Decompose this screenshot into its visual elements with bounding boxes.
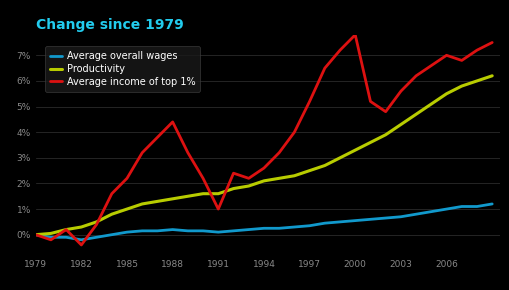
Average overall wages	[245, 228, 251, 231]
Average overall wages	[473, 205, 479, 208]
Average income of top 1%	[443, 54, 449, 57]
Productivity	[63, 228, 69, 231]
Productivity	[154, 200, 160, 203]
Average income of top 1%	[169, 120, 176, 124]
Average income of top 1%	[93, 223, 99, 226]
Average income of top 1%	[215, 207, 221, 211]
Average income of top 1%	[139, 151, 145, 155]
Average income of top 1%	[382, 110, 388, 113]
Average overall wages	[397, 215, 403, 218]
Productivity	[306, 169, 312, 172]
Average income of top 1%	[306, 100, 312, 103]
Average income of top 1%	[412, 74, 418, 77]
Average overall wages	[458, 205, 464, 208]
Productivity	[124, 207, 130, 211]
Average income of top 1%	[124, 177, 130, 180]
Average overall wages	[184, 229, 190, 233]
Average overall wages	[124, 230, 130, 234]
Average overall wages	[291, 225, 297, 229]
Average income of top 1%	[321, 66, 327, 70]
Average overall wages	[200, 229, 206, 233]
Productivity	[93, 220, 99, 224]
Average overall wages	[352, 219, 358, 222]
Productivity	[261, 179, 267, 183]
Average overall wages	[139, 229, 145, 233]
Average overall wages	[366, 218, 373, 221]
Average income of top 1%	[154, 135, 160, 139]
Average overall wages	[428, 210, 434, 213]
Average overall wages	[78, 238, 84, 242]
Average overall wages	[230, 229, 236, 233]
Productivity	[184, 195, 190, 198]
Productivity	[200, 192, 206, 195]
Average income of top 1%	[78, 243, 84, 247]
Productivity	[78, 225, 84, 229]
Productivity	[139, 202, 145, 206]
Average overall wages	[336, 220, 343, 224]
Average income of top 1%	[33, 233, 39, 236]
Productivity	[245, 184, 251, 188]
Average overall wages	[443, 207, 449, 211]
Average income of top 1%	[200, 177, 206, 180]
Productivity	[352, 148, 358, 152]
Productivity	[443, 92, 449, 95]
Average overall wages	[169, 228, 176, 231]
Average overall wages	[33, 233, 39, 236]
Average overall wages	[412, 213, 418, 216]
Average overall wages	[261, 226, 267, 230]
Productivity	[428, 102, 434, 106]
Average overall wages	[306, 224, 312, 227]
Average overall wages	[321, 222, 327, 225]
Productivity	[48, 232, 54, 235]
Average overall wages	[108, 233, 115, 236]
Average income of top 1%	[108, 192, 115, 195]
Productivity	[275, 177, 281, 180]
Average overall wages	[48, 235, 54, 239]
Average overall wages	[93, 235, 99, 239]
Average income of top 1%	[245, 177, 251, 180]
Average income of top 1%	[366, 100, 373, 103]
Average income of top 1%	[291, 130, 297, 134]
Productivity	[108, 213, 115, 216]
Line: Average income of top 1%: Average income of top 1%	[36, 35, 491, 245]
Line: Average overall wages: Average overall wages	[36, 204, 491, 240]
Productivity	[321, 164, 327, 167]
Legend: Average overall wages, Productivity, Average income of top 1%: Average overall wages, Productivity, Ave…	[45, 46, 200, 92]
Average income of top 1%	[352, 33, 358, 37]
Productivity	[336, 156, 343, 160]
Average income of top 1%	[48, 238, 54, 242]
Average income of top 1%	[230, 171, 236, 175]
Average income of top 1%	[275, 151, 281, 155]
Productivity	[33, 233, 39, 236]
Average overall wages	[275, 226, 281, 230]
Average income of top 1%	[184, 151, 190, 155]
Average income of top 1%	[336, 48, 343, 52]
Average income of top 1%	[63, 228, 69, 231]
Average income of top 1%	[488, 41, 494, 44]
Average income of top 1%	[261, 166, 267, 170]
Productivity	[366, 141, 373, 144]
Productivity	[458, 84, 464, 88]
Average income of top 1%	[473, 48, 479, 52]
Productivity	[291, 174, 297, 177]
Text: Change since 1979: Change since 1979	[36, 18, 183, 32]
Productivity	[488, 74, 494, 77]
Productivity	[412, 113, 418, 116]
Average income of top 1%	[458, 59, 464, 62]
Productivity	[473, 79, 479, 83]
Productivity	[397, 123, 403, 126]
Average overall wages	[488, 202, 494, 206]
Productivity	[230, 187, 236, 190]
Average overall wages	[382, 216, 388, 220]
Productivity	[215, 192, 221, 195]
Average income of top 1%	[428, 64, 434, 67]
Productivity	[169, 197, 176, 201]
Average overall wages	[154, 229, 160, 233]
Average income of top 1%	[397, 89, 403, 93]
Line: Productivity: Productivity	[36, 76, 491, 235]
Average overall wages	[63, 235, 69, 239]
Productivity	[382, 133, 388, 137]
Average overall wages	[215, 230, 221, 234]
